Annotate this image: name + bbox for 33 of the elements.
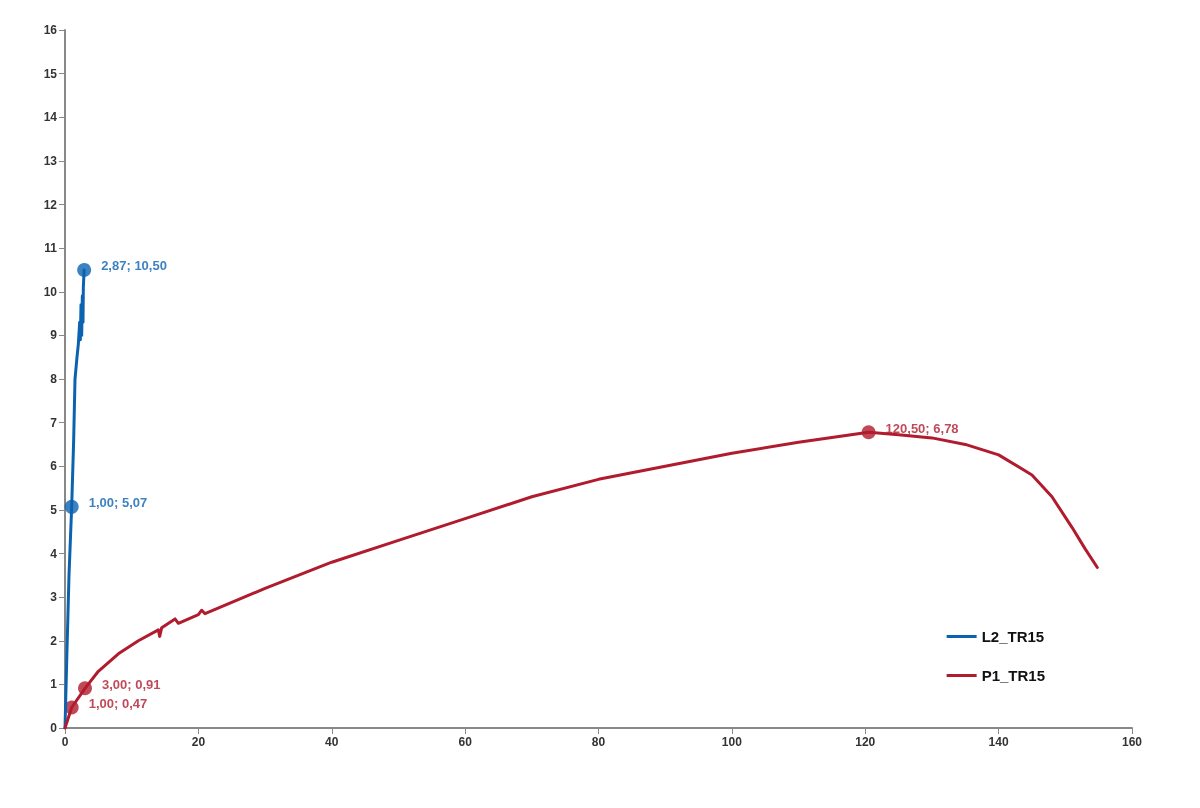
x-tick-label: 140 [988,735,1009,749]
y-tick-label: 2 [50,633,58,648]
x-tick-label: 80 [591,735,606,749]
annotation: 3,00; 0,91 [102,676,161,692]
x-tick-label: 20 [191,735,206,749]
annotation: 1,00; 5,07 [88,495,148,511]
legend-label: P1_TR15 [981,667,1046,684]
y-tick-label: 16 [43,23,58,37]
annotation: 120,50; 6,78 [885,420,959,436]
x-tick-label: 160 [1121,735,1143,749]
y-tick-label: 12 [43,197,58,212]
y-tick-label: 14 [43,110,58,125]
annotation: 1,00; 0,47 [88,696,148,711]
y-tick-label: 10 [43,284,58,299]
y-tick-label: 5 [50,502,58,517]
y-tick-label: 13 [43,153,58,168]
x-tick-label: 100 [721,735,743,749]
x-tick-label: 0 [61,735,69,749]
annotation: 2,87; 10,50 [101,258,167,274]
y-tick-label: 7 [50,415,58,430]
y-tick-label: 4 [50,546,58,561]
x-tick-label: 120 [855,735,876,749]
y-tick-label: 3 [50,590,58,605]
x-tick-label: 60 [458,735,473,749]
y-tick-label: 11 [44,241,58,256]
y-tick-label: 8 [50,372,58,386]
y-tick-label: 9 [50,328,58,343]
y-tick-label: 0 [50,721,58,735]
y-tick-label: 15 [43,66,58,81]
x-tick-label: 40 [325,735,339,749]
y-tick-label: 6 [50,459,58,474]
legend-label: L2_TR15 [981,628,1045,645]
y-tick-label: 1 [50,677,58,692]
